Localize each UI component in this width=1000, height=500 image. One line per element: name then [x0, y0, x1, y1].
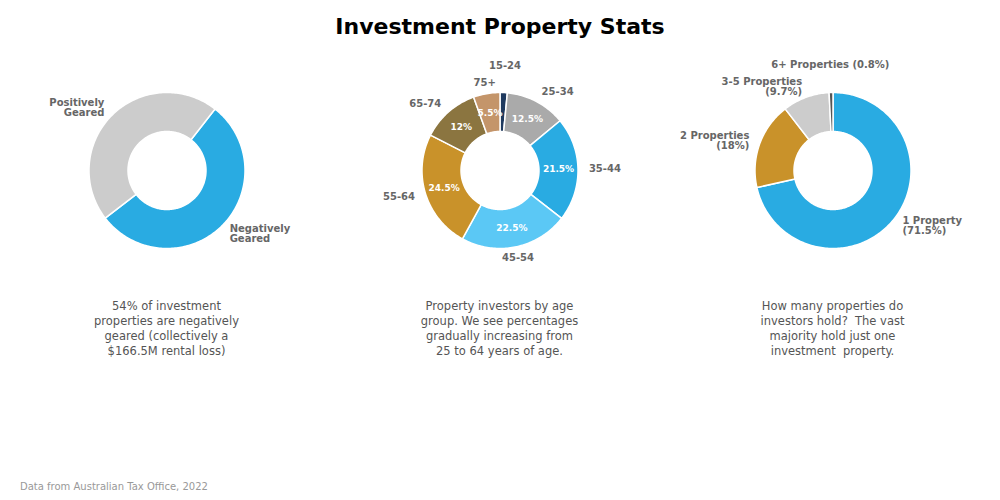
html-text:How many properties do investo: How many properties do investors hold? T… [760, 299, 905, 358]
svg-text:55-64: 55-64 [383, 191, 415, 202]
html-text:Investment Property Stats: Investment Property Stats [335, 14, 665, 39]
svg-text:65-74: 65-74 [409, 98, 441, 109]
svg-text:35-44: 35-44 [589, 163, 621, 174]
svg-text:12%: 12% [451, 121, 473, 131]
svg-text:PositivelyGeared: PositivelyGeared [49, 97, 105, 118]
svg-text:6+ Properties (0.8%): 6+ Properties (0.8%) [771, 59, 889, 70]
svg-text:21.5%: 21.5% [543, 164, 574, 174]
svg-text:1 Property(71.5%): 1 Property(71.5%) [902, 215, 962, 236]
svg-text:24.5%: 24.5% [428, 183, 459, 193]
svg-text:22.5%: 22.5% [496, 223, 527, 233]
html-text:Property investors by age grou: Property investors by age group. We see … [420, 299, 579, 358]
svg-text:NegativelyGeared: NegativelyGeared [230, 223, 291, 244]
html-text:54% of investment properties a: 54% of investment properties are negativ… [94, 299, 239, 358]
svg-text:15-24: 15-24 [489, 60, 521, 71]
svg-text:75+: 75+ [474, 77, 496, 88]
svg-text:45-54: 45-54 [502, 252, 534, 263]
svg-text:12.5%: 12.5% [512, 114, 543, 124]
html-text:Data from Australian Tax Offic: Data from Australian Tax Office, 2022 [20, 481, 208, 492]
svg-text:2 Properties(18%): 2 Properties(18%) [680, 130, 749, 151]
svg-text:3-5 Properties(9.7%): 3-5 Properties(9.7%) [722, 76, 803, 97]
svg-text:25-34: 25-34 [542, 86, 574, 97]
svg-text:5.5%: 5.5% [477, 108, 502, 118]
